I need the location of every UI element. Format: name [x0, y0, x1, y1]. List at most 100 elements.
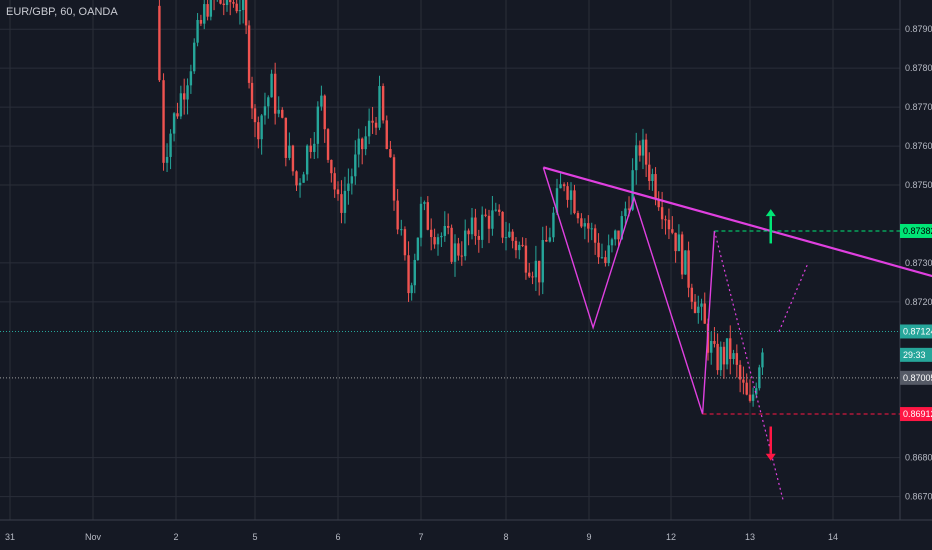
- candle-up: [508, 231, 511, 238]
- arrow-up-head-icon: [765, 209, 776, 217]
- x-tick-label: 6: [335, 532, 340, 542]
- candle-down: [511, 231, 514, 241]
- candle-down: [330, 159, 333, 174]
- candle-down: [528, 272, 531, 277]
- candle-up: [186, 85, 189, 100]
- candle-up: [305, 145, 309, 175]
- candle-up: [413, 259, 416, 286]
- candle-up: [651, 174, 654, 182]
- candle-down: [162, 80, 165, 163]
- candle-up: [193, 42, 196, 72]
- candle-down: [703, 303, 706, 324]
- candle-up: [725, 338, 729, 365]
- candle-down: [498, 209, 501, 212]
- candle-down: [247, 25, 251, 83]
- candle-down: [291, 145, 295, 172]
- candle-up: [614, 230, 617, 240]
- candle-down: [687, 250, 690, 288]
- candle-down: [183, 93, 186, 100]
- candle-down: [735, 353, 739, 365]
- candle-up: [378, 86, 381, 128]
- candle-up: [302, 174, 305, 183]
- candle-up: [436, 237, 440, 245]
- candle-down: [484, 214, 487, 216]
- candle-up: [288, 145, 291, 158]
- price-tag-label: 0.87382: [903, 226, 932, 236]
- candle-down: [273, 73, 277, 114]
- candle-up: [225, 0, 229, 6]
- candle-up: [343, 190, 347, 213]
- price-tag-label: 29:33: [903, 350, 926, 360]
- candle-down: [284, 117, 288, 158]
- candle-up: [590, 228, 593, 230]
- candle-up: [316, 106, 320, 144]
- x-tick-label: 7: [418, 532, 423, 542]
- candle-up: [624, 208, 627, 217]
- candle-down: [531, 276, 534, 278]
- candle-down: [748, 394, 752, 401]
- candle-up: [761, 352, 764, 368]
- candle-down: [295, 171, 298, 186]
- candle-down: [374, 122, 378, 128]
- candle-down: [474, 217, 477, 236]
- candle-down: [660, 207, 664, 220]
- candle-up: [260, 115, 263, 140]
- candle-up: [203, 4, 206, 24]
- x-tick-label: 13: [745, 532, 755, 542]
- candle-down: [323, 95, 326, 130]
- candle-down: [176, 113, 179, 117]
- price-tag: [900, 407, 932, 422]
- candle-up: [410, 285, 413, 294]
- candle-down: [403, 229, 407, 256]
- candle-up: [440, 235, 443, 238]
- candle-down: [644, 139, 648, 165]
- x-tick-label: 2: [173, 532, 178, 542]
- candle-up: [419, 203, 423, 238]
- candle-up: [755, 388, 758, 395]
- candle-up: [569, 190, 573, 200]
- candle-down: [426, 202, 429, 230]
- candle-up: [298, 182, 302, 186]
- resistance-trendline[interactable]: [543, 166, 932, 359]
- candle-down: [617, 230, 620, 240]
- candle-up: [684, 250, 687, 275]
- candle-up: [169, 133, 172, 157]
- candle-down: [219, 0, 222, 4]
- candle-down: [430, 229, 433, 238]
- candle-down: [716, 343, 719, 371]
- candle-down: [580, 218, 583, 227]
- x-tick-label: 12: [666, 532, 676, 542]
- candle-up: [620, 216, 623, 240]
- candle-down: [545, 240, 548, 242]
- candle-down: [573, 190, 576, 214]
- candle-down: [450, 227, 453, 262]
- candle-up: [504, 237, 508, 239]
- candle-down: [627, 208, 631, 210]
- price-tag: [900, 370, 932, 385]
- candle-down: [657, 199, 660, 208]
- symbol-label: EUR/GBP, 60, OANDA: [6, 6, 118, 18]
- candle-up: [443, 225, 446, 236]
- y-tick-label: 0.86700: [905, 492, 932, 502]
- candle-down: [381, 86, 385, 121]
- price-tag-label: 0.86912: [903, 409, 932, 419]
- candle-down: [638, 145, 642, 156]
- candle-up: [357, 138, 360, 155]
- candle-down: [232, 2, 235, 4]
- candle-up: [555, 188, 559, 213]
- candle-down: [690, 287, 694, 302]
- candle-down: [460, 255, 463, 257]
- candle-down: [235, 3, 238, 12]
- candle-down: [253, 108, 257, 123]
- candle-up: [347, 183, 350, 191]
- candle-up: [400, 229, 403, 231]
- candle-down: [385, 120, 388, 149]
- x-tick-label: 31: [5, 532, 15, 542]
- candle-down: [336, 189, 340, 195]
- candle-up: [697, 306, 700, 313]
